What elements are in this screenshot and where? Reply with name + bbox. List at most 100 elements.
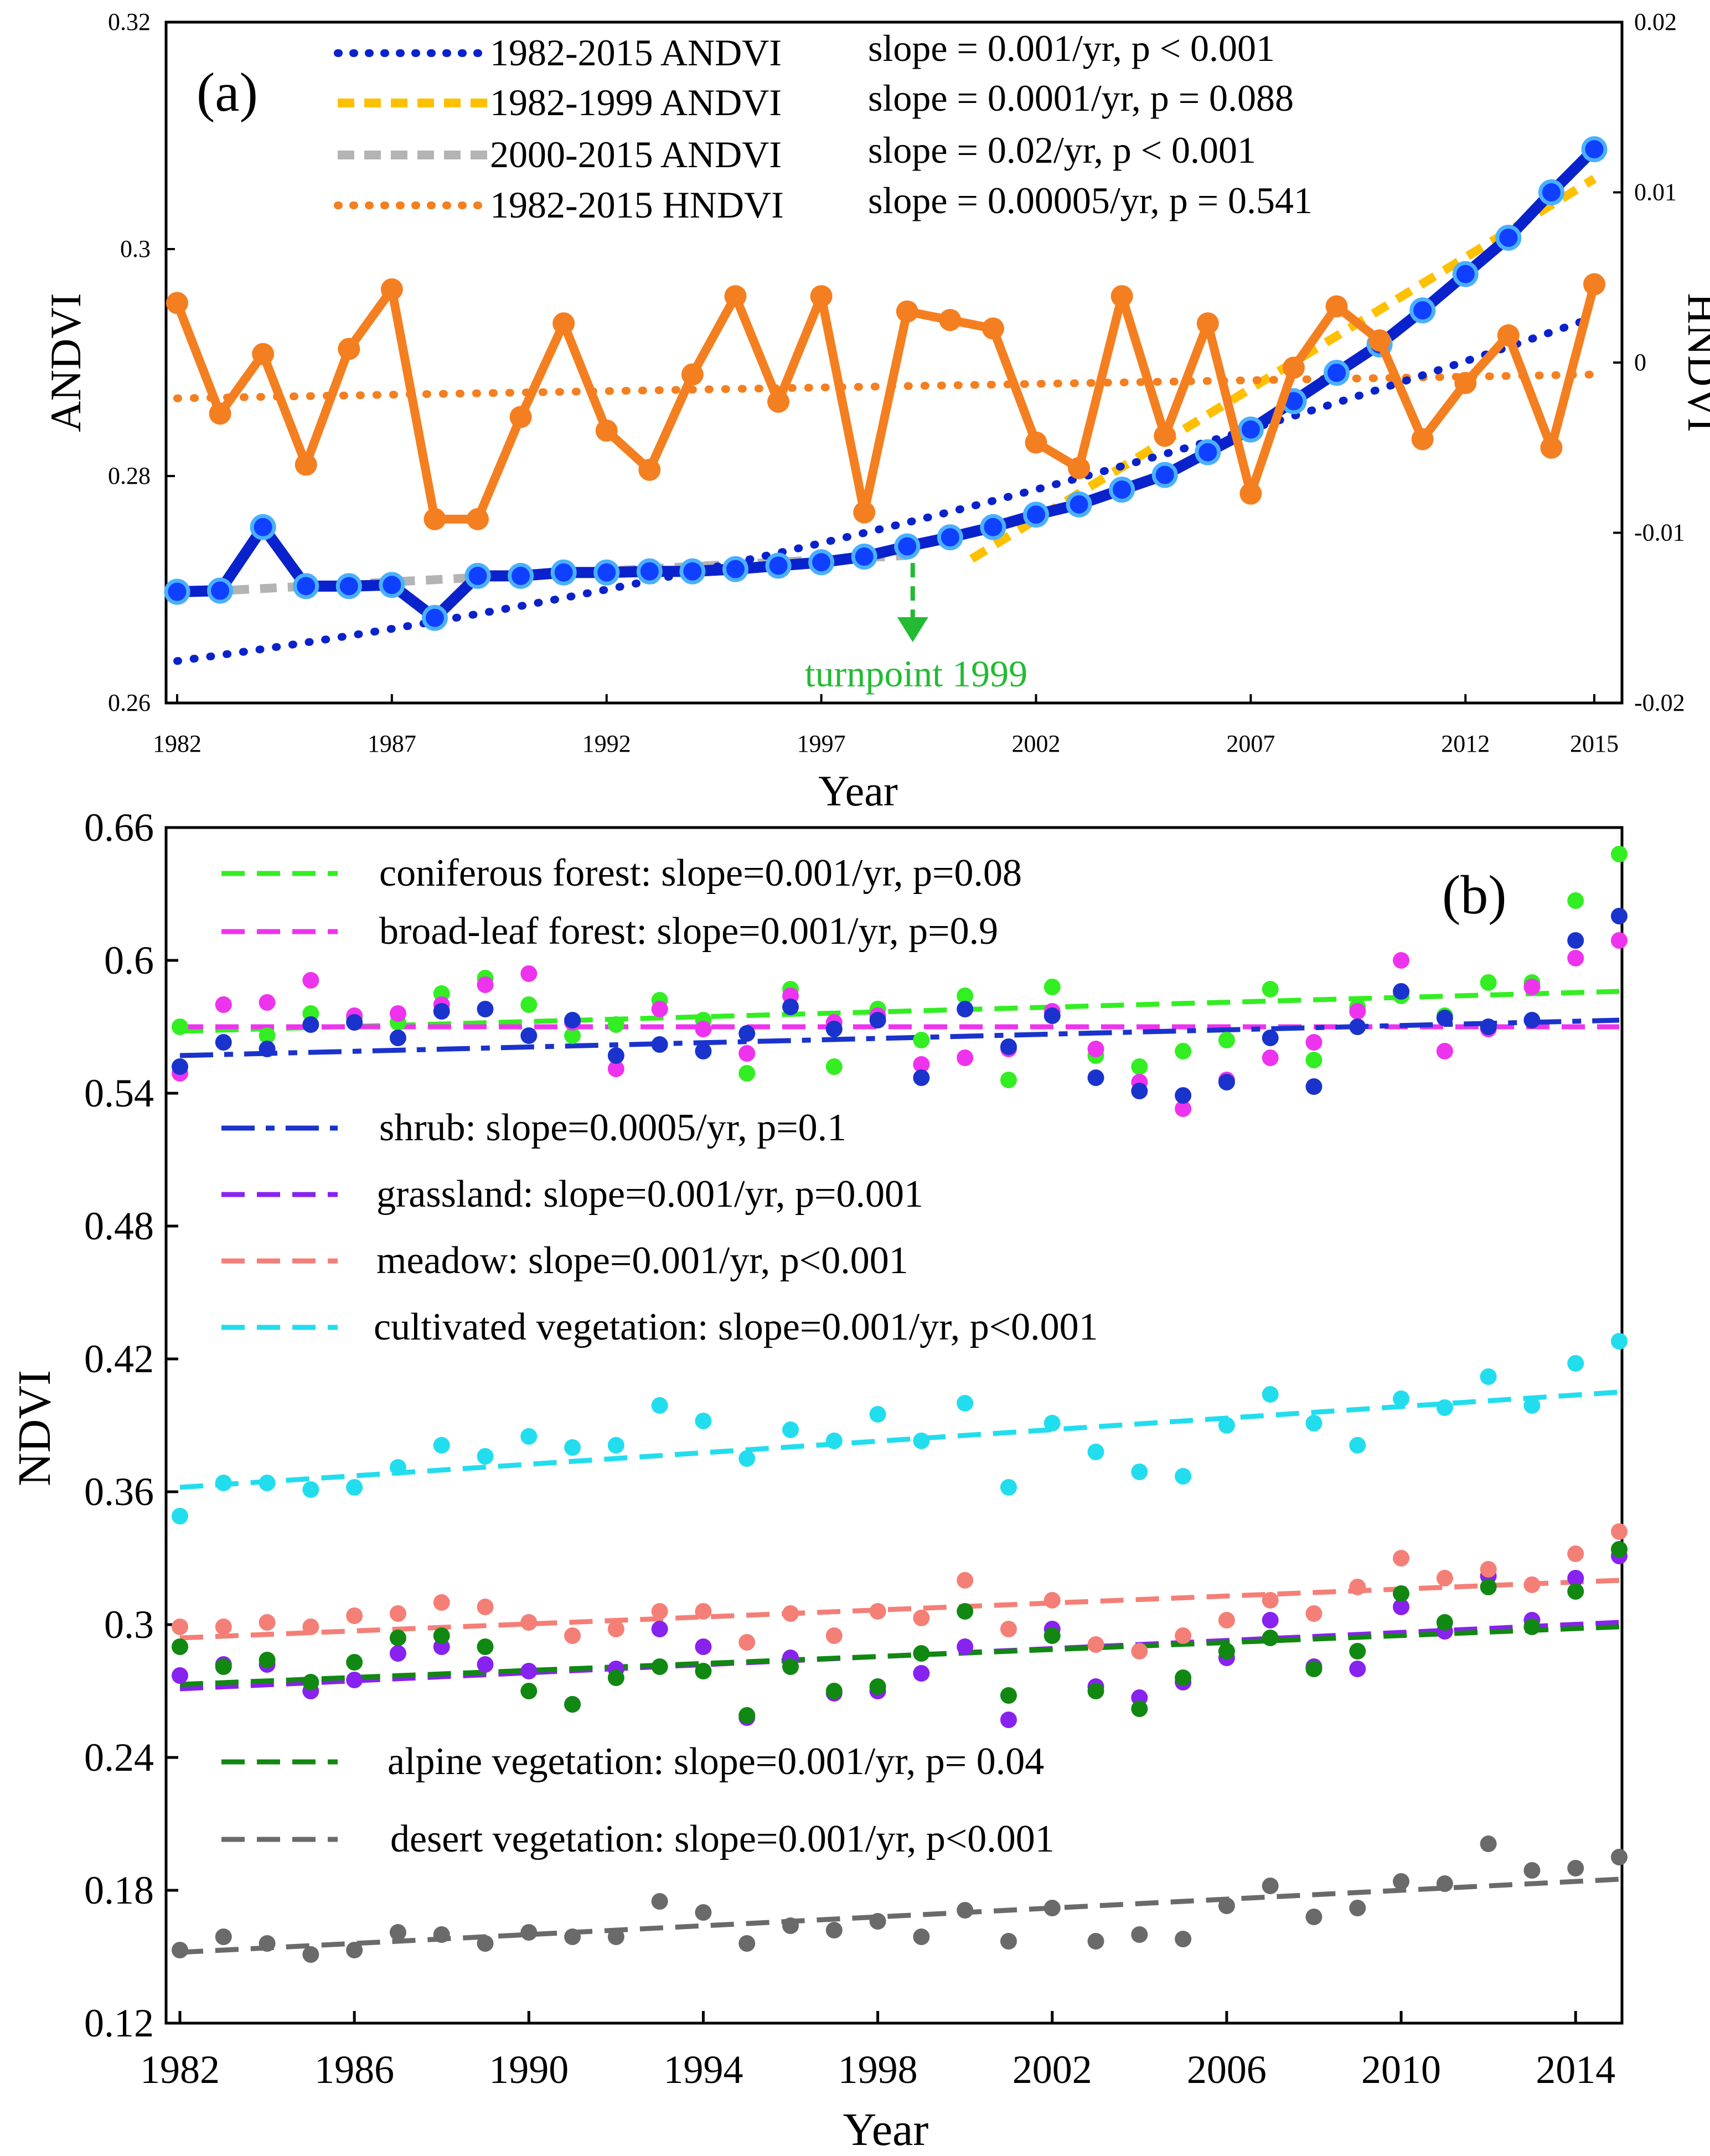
panel-b-trend-line xyxy=(179,1578,1620,1641)
panel-b-point xyxy=(433,1437,450,1454)
panel-b-point xyxy=(1611,1849,1628,1865)
panel-b-point xyxy=(520,965,538,982)
panel-a-point-hndvi xyxy=(896,300,918,323)
panel-b-point xyxy=(913,1928,930,1945)
panel-a-xtick-label: 2015 xyxy=(1570,730,1619,757)
panel-b-point xyxy=(1000,1933,1017,1950)
panel-b-point xyxy=(1218,1643,1235,1659)
panel-a-point-andvi xyxy=(1195,439,1221,466)
panel-b-point xyxy=(346,1942,363,1958)
panel-b-point xyxy=(1043,1007,1061,1024)
panel-b-point xyxy=(1087,1933,1104,1950)
panel-b-point xyxy=(1436,1043,1453,1059)
panel-b-point xyxy=(1349,1661,1366,1677)
panel-b-point xyxy=(1567,1545,1584,1562)
panel-b-point xyxy=(869,1012,886,1028)
panel-b-point xyxy=(1218,1612,1235,1628)
panel-b-point xyxy=(1262,981,1279,997)
panel-b-point xyxy=(738,1025,756,1042)
panel-b-point xyxy=(1480,1836,1497,1852)
panel-b-point xyxy=(957,987,974,1004)
panel-b-ytick-label: 0.3 xyxy=(104,1602,154,1647)
panel-a-point-andvi xyxy=(1109,477,1135,503)
panel-b-ylabel: NDVI xyxy=(9,1370,60,1486)
panel-b-point xyxy=(172,1058,188,1075)
panel-a-legend-stats: slope = 0.00005/yr, p = 0.541 xyxy=(868,179,1313,221)
panel-b-point xyxy=(477,1448,494,1465)
panel-b-legend-label: desert vegetation: slope=0.001/yr, p<0.0… xyxy=(390,1818,1055,1860)
panel-b-point xyxy=(477,1599,494,1615)
panel-b-point xyxy=(1393,983,1410,1000)
panel-b-legend-label: cultivated vegetation: slope=0.001/yr, p… xyxy=(374,1306,1098,1348)
panel-b-ytick-label: 0.18 xyxy=(84,1868,154,1912)
panel-b-legend-label: broad-leaf forest: slope=0.001/yr, p=0.9 xyxy=(379,910,998,953)
turnpoint-label: turnpoint 1999 xyxy=(805,653,1027,695)
panel-b-point xyxy=(1087,1636,1104,1653)
panel-a-ytick-right-label: -0.02 xyxy=(1634,689,1685,716)
panel-b-point xyxy=(346,1672,363,1688)
panel-a-point-hndvi xyxy=(252,343,275,365)
panel-b-point xyxy=(389,1459,406,1476)
panel-a-point-andvi xyxy=(164,578,190,605)
panel-b-point xyxy=(477,1638,494,1655)
panel-a-point-hndvi xyxy=(1282,356,1305,379)
panel-b-point xyxy=(1305,1078,1322,1095)
panel-a-legend: 1982-2015 ANDVI slope = 0.001/yr, p < 0.0… xyxy=(334,27,1313,226)
panel-b-point xyxy=(651,1621,668,1637)
panel-b-point xyxy=(825,1922,843,1938)
panel-b-series xyxy=(172,846,1628,1963)
panel-b-point xyxy=(607,1621,624,1637)
panel-b-point xyxy=(651,1036,668,1053)
panel-b-point xyxy=(651,1658,668,1675)
panel-b-point xyxy=(738,1707,756,1724)
panel-b-trend-line xyxy=(179,989,1620,1034)
panel-a-point-andvi xyxy=(1538,179,1564,205)
panel-b-point xyxy=(695,1638,712,1655)
panel-b-point xyxy=(346,1014,363,1031)
panel-b-point xyxy=(869,1913,886,1930)
panel-b-point xyxy=(1436,1570,1453,1586)
panel-a-point-hndvi xyxy=(853,501,876,524)
panel-a-point-andvi xyxy=(937,524,963,551)
panel-a-point-hndvi xyxy=(939,309,962,332)
panel-b-xtick-label: 2010 xyxy=(1361,2048,1441,2092)
panel-b-point xyxy=(1567,892,1584,909)
panel-b-point xyxy=(1480,1018,1497,1035)
panel-a-point-andvi xyxy=(679,558,706,585)
panel-b-point xyxy=(433,1003,450,1020)
panel-b-point xyxy=(1611,1541,1628,1558)
panel-a-legend-stats: slope = 0.0001/yr, p = 0.088 xyxy=(868,77,1294,119)
panel-a-trend-curve-andvi xyxy=(173,313,1598,665)
panel-a-point-hndvi xyxy=(552,312,575,335)
panel-a-point-hndvi xyxy=(1025,431,1047,454)
panel-b-point xyxy=(1567,1860,1584,1876)
panel-b-ytick-label: 0.48 xyxy=(84,1204,154,1248)
panel-b-point xyxy=(477,976,494,993)
panel-a-point-andvi xyxy=(722,556,748,582)
panel-b-ytick-label: 0.36 xyxy=(84,1470,154,1514)
panel-b-legend-label: alpine vegetation: slope=0.001/yr, p= 0.… xyxy=(388,1740,1044,1783)
panel-b-point xyxy=(1567,1570,1584,1586)
panel-a-point-hndvi xyxy=(1540,436,1563,459)
panel-a-point-hndvi xyxy=(767,390,790,413)
panel-b-point xyxy=(520,1428,538,1445)
panel-a-point-hndvi xyxy=(209,402,231,425)
panel-b-point xyxy=(1567,1583,1584,1600)
panel-b-point xyxy=(738,1634,756,1651)
panel-b-point xyxy=(782,1421,799,1438)
panel-b-point xyxy=(1262,1878,1279,1894)
panel-a-point-andvi xyxy=(464,562,491,589)
panel-b-point xyxy=(1611,1333,1628,1350)
panel-b-point xyxy=(1262,1049,1279,1066)
panel-b-point xyxy=(738,1450,756,1467)
panel-b-point xyxy=(433,1926,450,1943)
panel-b-point xyxy=(1349,1900,1366,1916)
panel-b-point xyxy=(1436,1399,1453,1416)
panel-b-point xyxy=(1480,1561,1497,1578)
panel-b-point xyxy=(1480,1579,1497,1595)
panel-b-point xyxy=(1523,979,1541,995)
panel-a-ytick-left-label: 0.32 xyxy=(108,8,151,35)
panel-a-label: (a) xyxy=(197,61,258,123)
panel-a-xtick-label: 1987 xyxy=(368,730,416,757)
panel-a-xtick-label: 1982 xyxy=(153,730,202,757)
